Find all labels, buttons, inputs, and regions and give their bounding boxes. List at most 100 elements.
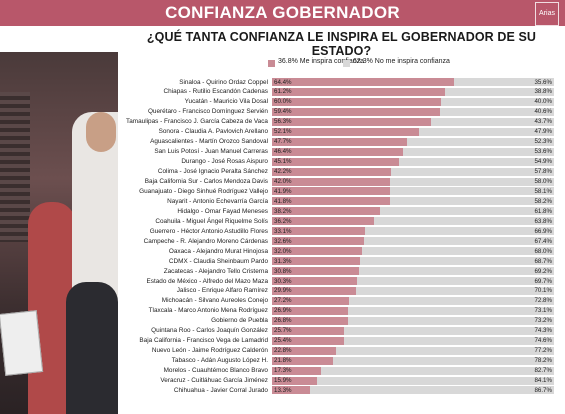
category-label: Nayarit - Antonio Echevarría García (167, 197, 268, 205)
bar-no-confianza (272, 346, 554, 355)
legend-label-no-confianza: 62.3% No me inspira confianza (353, 58, 450, 65)
bar-confianza (272, 167, 391, 176)
value-label-confianza: 60.0% (274, 98, 292, 106)
value-label-no-confianza: 78.2% (534, 357, 552, 365)
category-label: Durango - José Rosas Aispuro (181, 158, 268, 166)
value-label-confianza: 13.3% (274, 386, 292, 394)
bar-no-confianza (272, 247, 554, 256)
bar-confianza (272, 277, 358, 285)
bar-confianza (272, 356, 334, 365)
bar-confianza (272, 386, 310, 395)
bar-confianza (272, 217, 375, 226)
value-label-confianza: 33.1% (274, 227, 292, 235)
value-label-no-confianza: 70.1% (534, 287, 552, 295)
value-label-confianza: 56.3% (274, 118, 292, 126)
bar-confianza (272, 316, 348, 325)
category-label: Sinaloa - Quirino Ordaz Coppel (179, 78, 268, 86)
bar-confianza (272, 267, 359, 276)
category-label: Sonora - Claudia A. Pavlovich Arellano (158, 128, 268, 136)
bar-confianza (272, 346, 337, 355)
bar-confianza (272, 376, 317, 385)
value-label-no-confianza: 43.7% (534, 118, 552, 126)
value-label-no-confianza: 74.3% (534, 327, 552, 335)
bar-confianza (272, 107, 440, 116)
value-label-confianza: 64.4% (274, 78, 292, 86)
value-label-no-confianza: 40.0% (534, 98, 552, 106)
value-label-no-confianza: 86.7% (534, 386, 552, 394)
category-label: San Luis Potosí - Juan Manuel Carreras (154, 148, 268, 156)
value-label-no-confianza: 53.6% (534, 148, 552, 156)
value-label-confianza: 41.9% (274, 187, 292, 195)
value-label-no-confianza: 54.9% (534, 158, 552, 166)
bar-confianza (272, 187, 391, 196)
value-label-confianza: 45.1% (274, 158, 292, 166)
bar-no-confianza (272, 237, 554, 246)
title-banner (0, 0, 565, 26)
value-label-confianza: 36.2% (274, 217, 292, 225)
bar-confianza (272, 257, 361, 266)
category-label: Baja California - Francisco Vega de Lama… (139, 337, 268, 345)
bar-no-confianza (272, 227, 554, 236)
chart-question: ¿QUÉ TANTA CONFIANZA LE INSPIRA EL GOBER… (146, 30, 537, 58)
value-label-confianza: 15.9% (274, 377, 292, 384)
category-label: Campeche - R. Alejandro Moreno Cárdenas (143, 237, 268, 245)
value-label-confianza: 26.9% (274, 307, 292, 315)
category-label: Oaxaca - Alejandro Murat Hinojosa (168, 247, 268, 255)
value-label-no-confianza: 61.8% (534, 207, 552, 215)
bar-confianza (272, 237, 364, 246)
photo-protest-sign (0, 310, 44, 376)
value-label-confianza: 46.4% (274, 148, 292, 156)
category-label: Guerrero - Héctor Antonio Astudillo Flor… (149, 227, 268, 235)
bar-no-confianza (272, 217, 554, 226)
value-label-no-confianza: 58.1% (534, 187, 552, 195)
category-label: Tabasco - Adán Augusto López H. (171, 357, 268, 365)
bar-no-confianza (272, 187, 554, 196)
bar-confianza (272, 227, 366, 236)
value-label-confianza: 32.6% (274, 237, 292, 245)
value-label-no-confianza: 58.0% (534, 178, 552, 185)
value-label-confianza: 31.3% (274, 257, 292, 265)
category-label: Yucatán - Mauricio Vila Dosal (184, 98, 268, 106)
bar-no-confianza (272, 197, 554, 206)
value-label-confianza: 42.2% (274, 168, 292, 176)
bar-no-confianza (272, 167, 554, 176)
value-label-confianza: 27.2% (274, 297, 292, 305)
photo-background-detail (0, 92, 30, 242)
value-label-no-confianza: 63.8% (534, 217, 552, 225)
value-label-no-confianza: 69.7% (534, 277, 552, 285)
category-label: Colima - José Ignacio Peralta Sánchez (157, 168, 268, 176)
bar-no-confianza (272, 207, 554, 216)
bar-no-confianza (272, 286, 554, 295)
category-label: Estado de México - Alfredo del Mazo Maza (146, 277, 268, 285)
category-label: Aguascalientes - Martín Orozco Sandoval (150, 138, 268, 146)
bar-confianza (272, 117, 431, 126)
value-label-no-confianza: 66.9% (534, 227, 552, 235)
photo-panel (0, 52, 118, 414)
value-label-confianza: 25.7% (274, 327, 292, 335)
value-label-no-confianza: 35.6% (534, 78, 552, 86)
bar-confianza (272, 97, 442, 106)
page-title: CONFIANZA GOBERNADOR (165, 3, 400, 22)
value-label-no-confianza: 58.2% (534, 197, 552, 205)
bar-no-confianza (272, 296, 554, 305)
category-label: Chiapas - Rutilio Escandón Cadenas (163, 88, 268, 96)
bar-confianza (272, 326, 345, 335)
value-label-no-confianza: 52.3% (534, 138, 552, 146)
category-label: Gobierno de Puebla (211, 317, 268, 325)
bar-confianza (272, 137, 407, 146)
bar-no-confianza (272, 316, 554, 325)
bar-confianza (272, 247, 363, 256)
value-label-confianza: 21.8% (274, 357, 292, 365)
category-label: Tlaxcala - Marco Antonio Mena Rodríguez (148, 307, 268, 315)
value-label-no-confianza: 82.7% (534, 367, 552, 375)
value-label-confianza: 38.2% (274, 207, 292, 215)
value-label-confianza: 41.8% (274, 197, 292, 205)
category-label: Querétaro - Francisco Domínguez Servién (147, 108, 268, 116)
value-label-confianza: 26.8% (274, 317, 292, 325)
value-label-confianza: 52.1% (274, 128, 292, 136)
category-label: Guanajuato - Diego Sinhué Rodríguez Vall… (139, 187, 268, 195)
value-label-no-confianza: 69.2% (534, 267, 552, 275)
bar-no-confianza (272, 336, 554, 345)
value-label-confianza: 32.0% (274, 247, 292, 255)
